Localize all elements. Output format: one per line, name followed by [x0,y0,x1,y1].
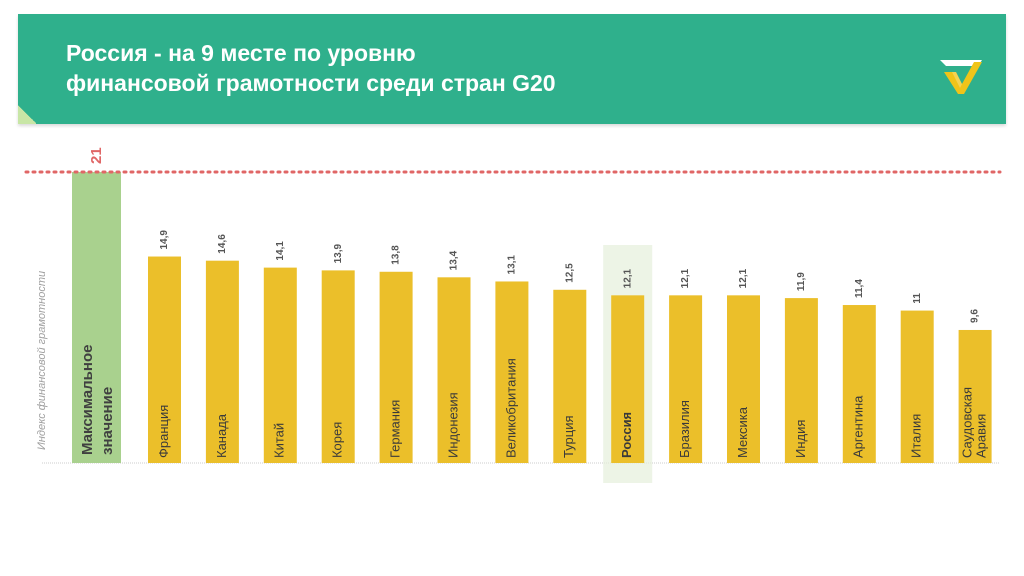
bar [669,295,703,463]
category-label: Россия [619,412,634,458]
bar [148,256,181,463]
category-label: Италия [909,414,924,458]
category-label: Индонезия [445,392,460,458]
category-label: Индия [793,420,808,458]
title-line-2: финансовой грамотности среди стран G20 [66,70,556,96]
bar-value-label: 12,1 [680,268,691,288]
bar [553,289,587,463]
max-value-bar [72,172,121,463]
bar-value-label: 12,1 [738,268,749,288]
bar-value-label: 13,4 [449,250,460,270]
max-value-label: 21 [88,147,105,164]
category-label: Аравия [974,414,989,458]
category-label: Корея [330,422,345,458]
checkmark-logo-icon [940,60,982,94]
bar [842,305,876,463]
bar [495,281,529,463]
category-label: Канада [214,413,229,458]
bar-value-label: 13,8 [391,245,402,265]
category-label: Бразилия [677,400,692,458]
category-label: Аргентина [851,395,866,458]
bar-value-label: 13,1 [507,255,518,275]
bar [321,270,355,463]
bar-value-label: 14,9 [159,230,170,250]
bar [784,298,818,463]
bar-value-label: 11,9 [796,272,807,291]
bar [205,260,239,463]
category-label: Мексика [735,406,750,458]
bar-chart: 21 Максимальное значение 14,9 Франция 14,6 Кан… [24,147,1002,483]
bar-value-label: 11,4 [854,279,865,298]
bar-value-label: 14,6 [217,234,228,254]
category-label: Турция [561,415,576,458]
bar-value-label: 12,1 [622,268,633,288]
bar [727,295,760,463]
category-label: Китай [272,423,287,458]
title-line-1: Россия - на 9 месте по уровню [66,40,416,66]
bar [437,277,471,463]
bar [379,271,413,463]
page-title: Россия - на 9 месте по уровню финансовой… [66,38,766,98]
bar-value-label: 13,9 [333,243,344,263]
banner-fold [18,104,36,124]
category-label: Великобритания [503,358,518,458]
title-banner [18,14,1006,124]
bar [611,295,645,463]
category-label: Саудовская [960,387,975,458]
max-bar-label-line: значение [99,387,116,455]
bar-value-label: 12,5 [564,263,575,283]
max-bar-label-line: Максимальное [79,345,96,455]
bar-value-label: 9,6 [970,309,981,323]
bar-value-label: 11 [912,293,923,304]
bar-value-label: 14,1 [275,241,286,261]
category-label: Франция [156,405,171,458]
bar [958,329,992,463]
bar [263,267,297,463]
category-label: Германия [388,400,403,458]
bar [900,310,934,463]
